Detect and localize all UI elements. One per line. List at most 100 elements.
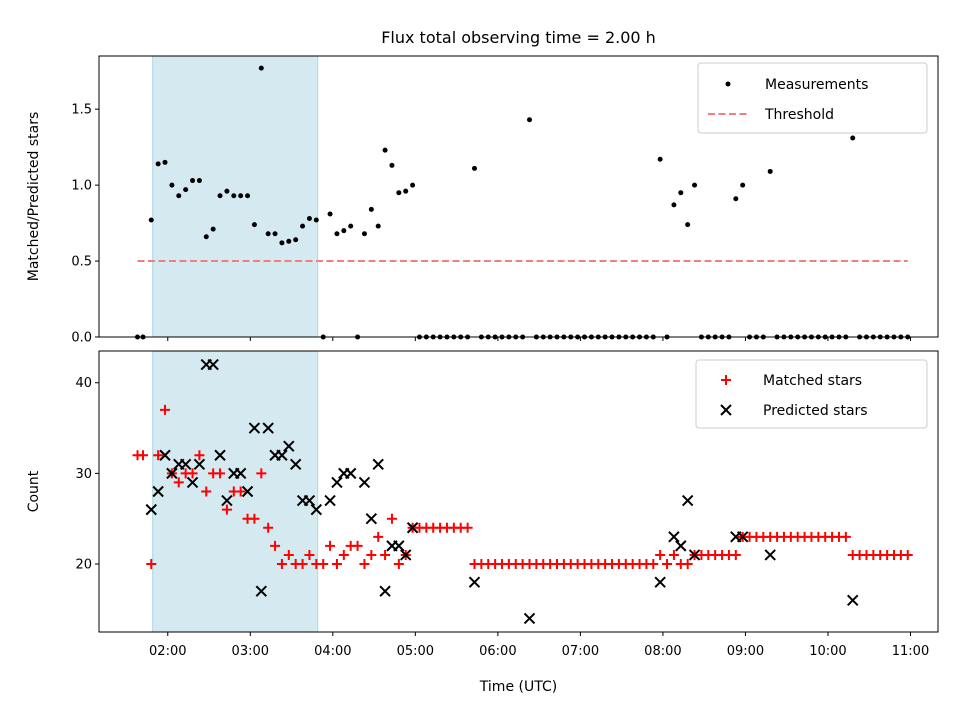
legend-x-glyph xyxy=(720,404,732,416)
top-axes: 0.0 0.5 1.0 1.5 Matched/Predicted stars Mea… xyxy=(26,55,939,346)
predicted-star-point xyxy=(668,531,680,543)
predicted-star-point xyxy=(400,549,412,561)
predicted-star-point xyxy=(393,540,405,552)
measurement-point xyxy=(403,188,409,194)
measurement-point xyxy=(286,238,292,244)
predicted-star-point xyxy=(344,467,357,480)
top-axes-frame xyxy=(98,55,939,338)
predicted-star-point xyxy=(241,485,254,498)
predicted-star-point xyxy=(324,494,336,507)
measurement-point xyxy=(203,234,209,240)
legend-measurements-label: Measurements xyxy=(765,77,868,93)
predicted-star-point xyxy=(303,494,316,507)
x-tick-label: 05:00 xyxy=(397,644,434,659)
matched-star-point xyxy=(263,522,274,533)
predicted-star-point xyxy=(152,485,164,498)
predicted-star-point xyxy=(372,458,384,471)
predicted-star-point xyxy=(255,585,268,597)
matched-star-point xyxy=(662,559,673,570)
measurement-point xyxy=(300,223,306,229)
matched-star-point xyxy=(146,559,157,570)
predicted-star-point xyxy=(406,522,419,534)
measurement-point xyxy=(313,217,319,223)
matched-star-point xyxy=(235,486,246,497)
top-legend-box xyxy=(697,62,928,134)
measurement-point xyxy=(368,206,374,212)
measurement-point xyxy=(155,161,161,167)
predicted-star-point xyxy=(262,422,274,434)
legend-plus-glyph xyxy=(721,375,731,385)
matched-star-point xyxy=(153,450,164,461)
matched-star-point xyxy=(393,559,404,570)
matched-star-point xyxy=(276,559,287,570)
x-tick-label: 04:00 xyxy=(314,644,351,659)
measurement-point xyxy=(169,182,175,188)
measurement-point xyxy=(231,193,237,199)
y-tick-label: 20 xyxy=(75,558,92,573)
measurement-point xyxy=(272,231,278,237)
predicted-star-point xyxy=(186,476,199,489)
matched-star-point xyxy=(173,477,184,488)
measurement-point xyxy=(265,231,271,237)
measurement-point xyxy=(348,223,354,229)
predicted-star-point xyxy=(276,449,288,461)
measurement-point xyxy=(375,223,381,229)
measurement-point xyxy=(190,178,196,184)
predicted-star-point xyxy=(214,449,226,461)
chart-title: Flux total observing time = 2.00 h xyxy=(381,28,656,47)
legend-matched-label: Matched stars xyxy=(763,373,862,389)
x-tick-label: 10:00 xyxy=(809,644,846,659)
matched-star-point xyxy=(840,531,851,542)
matched-star-point xyxy=(462,522,473,533)
measurement-point xyxy=(210,226,216,232)
measurement-point xyxy=(196,178,202,184)
y-tick-label: 1.5 xyxy=(71,103,92,118)
legend-matched-marker xyxy=(721,375,731,385)
matched-star-point xyxy=(256,468,267,479)
measurement-point xyxy=(217,193,223,199)
measurement-point xyxy=(733,196,739,202)
matched-star-point xyxy=(215,468,226,479)
measurement-point xyxy=(671,202,677,208)
measurement-point xyxy=(148,217,154,223)
x-tick-label: 07:00 xyxy=(562,644,599,659)
y-tick-label: 0.0 xyxy=(71,331,92,346)
measurement-point xyxy=(678,190,684,196)
matched-star-point xyxy=(297,559,308,570)
matched-star-point xyxy=(359,559,370,570)
matched-star-point xyxy=(655,549,666,560)
bottom-axes: 20 30 40 02:00 03:00 04:00 05:00 06:00 07:00 08:0… xyxy=(26,350,939,695)
measurement-point xyxy=(527,117,533,123)
predicted-star-point xyxy=(331,476,343,489)
matched-star-point xyxy=(201,486,212,497)
legend-predicted-label: Predicted stars xyxy=(763,403,868,419)
top-y-axis-label: Matched/Predicted stars xyxy=(26,112,42,282)
predicted-star-point xyxy=(523,612,536,625)
matched-star-point xyxy=(352,540,363,551)
matched-star-point xyxy=(187,468,198,479)
legend-predicted-marker xyxy=(720,404,732,416)
measurement-point xyxy=(740,182,746,188)
measurement-point xyxy=(162,159,168,165)
x-tick-label: 09:00 xyxy=(727,644,764,659)
predicted-star-point xyxy=(675,540,687,552)
measurement-point xyxy=(389,162,395,168)
legend-measurements-marker xyxy=(725,81,731,87)
predicted-star-point xyxy=(248,422,261,434)
measurement-point xyxy=(327,211,333,217)
predicted-star-point xyxy=(221,494,233,507)
predicted-star-point xyxy=(468,576,481,588)
measurement-point xyxy=(245,193,251,199)
measurement-point xyxy=(850,135,856,141)
matched-star-point xyxy=(366,549,377,560)
matched-star-point xyxy=(160,404,171,415)
measurement-point xyxy=(183,187,189,193)
matched-star-point xyxy=(380,549,391,560)
measurement-point xyxy=(238,193,244,199)
measurement-point xyxy=(334,231,340,237)
predicted-star-point xyxy=(193,458,206,471)
bottom-legend: Matched stars Predicted stars xyxy=(695,359,928,429)
y-tick-label: 30 xyxy=(75,467,92,482)
measurement-point xyxy=(471,165,477,171)
predicted-star-point xyxy=(736,531,749,543)
